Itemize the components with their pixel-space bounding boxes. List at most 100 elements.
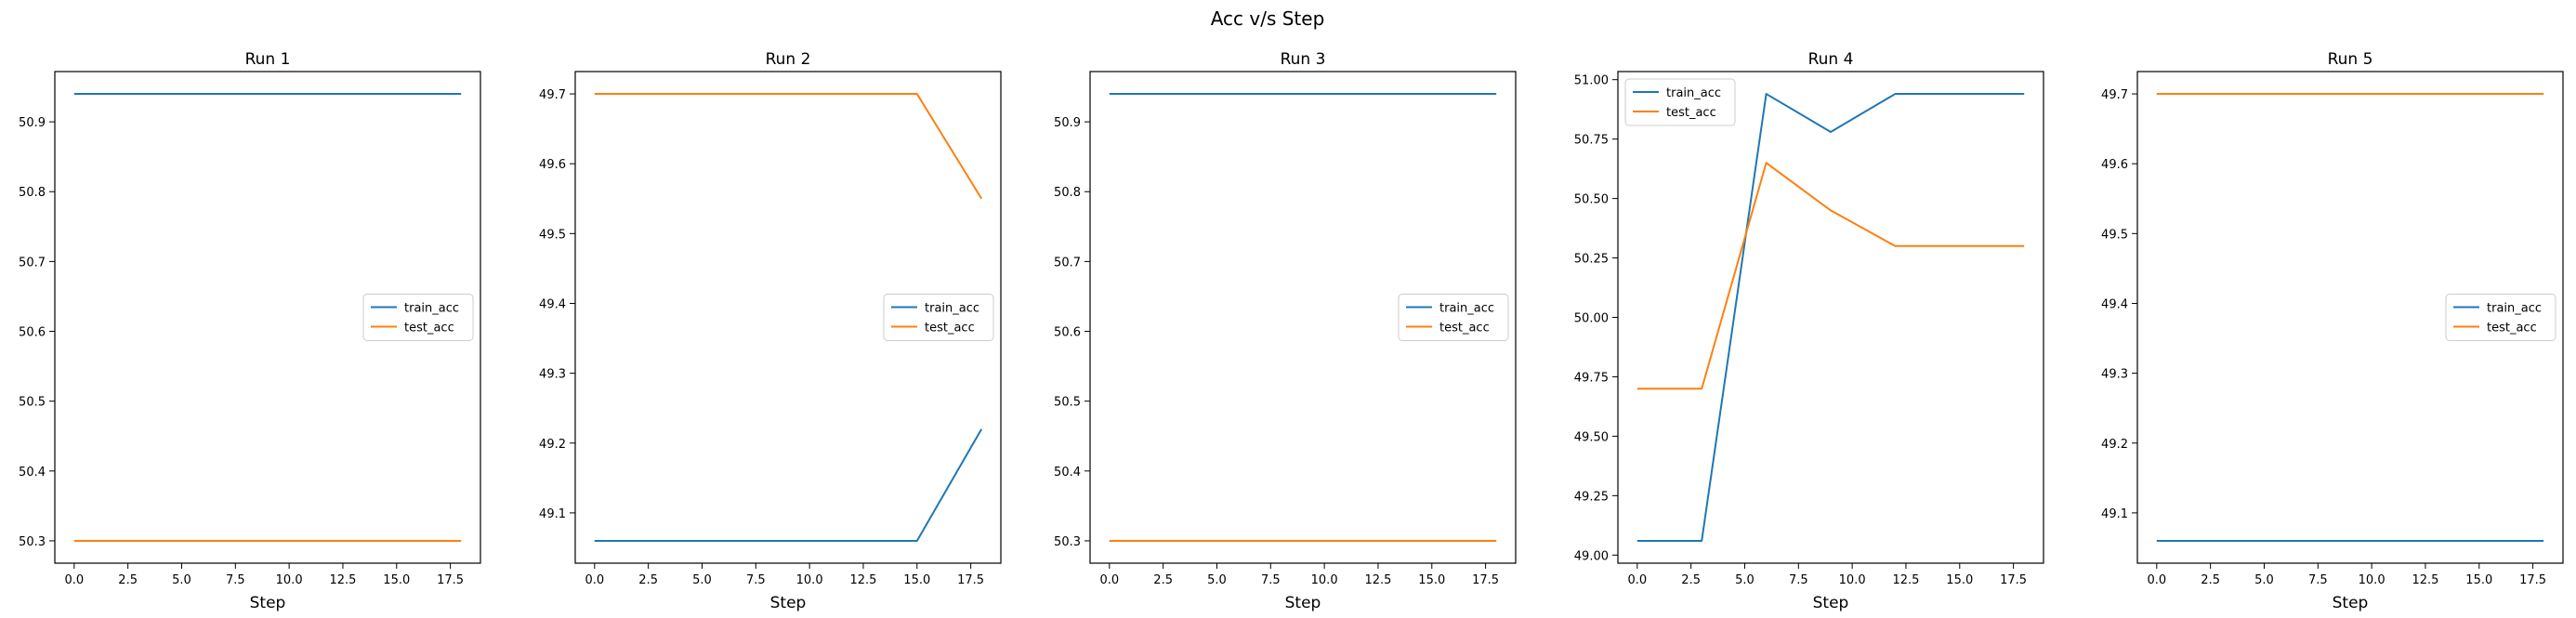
y-tick-label: 50.5 (1054, 396, 1081, 410)
y-tick-label: 49.75 (1574, 371, 1609, 385)
x-tick-label: 2.5 (2201, 573, 2220, 587)
x-tick-label: 10.0 (1311, 573, 1338, 587)
chart-panel-1: Run 1 0.0 2.5 5.0 7.5 10.0 12.5 15.0 17.5 50.3 50.… (19, 50, 481, 612)
chart-title: Run 1 (245, 50, 291, 69)
x-tick-label: 12.5 (849, 573, 876, 587)
x-tick-label: 2.5 (1681, 573, 1701, 587)
y-tick-label: 50.00 (1574, 312, 1609, 326)
y-tick-label: 50.4 (19, 466, 46, 480)
x-axis-label: Step (2333, 594, 2369, 612)
x-tick-label: 15.0 (383, 573, 410, 587)
x-tick-label: 17.5 (437, 573, 464, 587)
y-tick-label: 51.00 (1574, 74, 1609, 88)
x-tick-label: 15.0 (2465, 573, 2492, 587)
y-tick-label: 50.3 (1054, 535, 1081, 549)
legend: train_acc test_acc (1398, 294, 1509, 341)
plot-frame (1089, 71, 1517, 564)
figure-suptitle: Acc v/s Step (1211, 7, 1325, 30)
x-tick-label: 2.5 (1153, 573, 1173, 587)
legend-box (883, 294, 994, 341)
x-tick-label: 12.5 (1364, 573, 1391, 587)
legend-box (362, 294, 474, 341)
legend: train_acc test_acc (362, 294, 474, 341)
y-tick-label: 49.6 (539, 158, 566, 172)
y-tick-label: 50.7 (19, 256, 46, 270)
y-tick-label: 50.8 (19, 186, 46, 200)
x-tick-label: 10.0 (1839, 573, 1866, 587)
x-tick-label: 2.5 (118, 573, 138, 587)
x-tick-label: 17.5 (2000, 573, 2027, 587)
y-tick-label: 49.7 (539, 88, 566, 102)
y-tick-label: 49.50 (1574, 430, 1609, 444)
legend: train_acc test_acc (2445, 294, 2556, 341)
y-tick-label: 50.3 (19, 535, 46, 549)
y-tick-label: 49.1 (539, 507, 566, 521)
y-tick-label: 49.00 (1574, 549, 1609, 563)
x-tick-label: 10.0 (276, 573, 303, 587)
series-line-train_acc (594, 428, 983, 542)
chart-panel-2: Run 2 0.0 2.5 5.0 7.5 10.0 12.5 15.0 17.5 49.1 49.… (539, 50, 1002, 612)
plot-frame (574, 71, 1002, 564)
legend-box (2445, 294, 2556, 341)
y-tick-label: 50.7 (1054, 256, 1081, 270)
x-tick-label: 15.0 (1946, 573, 1973, 587)
x-tick-label: 0.0 (2147, 573, 2166, 587)
y-tick-label: 49.3 (2101, 368, 2128, 382)
y-tick-label: 50.75 (1574, 134, 1609, 148)
series-line-test_acc (594, 93, 983, 200)
y-tick-label: 49.5 (2101, 228, 2128, 242)
x-tick-label: 5.0 (2254, 573, 2274, 587)
legend-label: test_acc (2487, 322, 2537, 335)
y-tick-label: 49.2 (2101, 438, 2128, 452)
plot-frame (2136, 71, 2564, 564)
chart-panel-3: Run 3 0.0 2.5 5.0 7.5 10.0 12.5 15.0 17.5 50.3 50.… (1054, 50, 1517, 612)
legend-label: train_acc (1439, 302, 1494, 316)
x-tick-label: 5.0 (172, 573, 191, 587)
y-tick-label: 49.4 (2101, 297, 2128, 311)
legend-label: test_acc (1439, 322, 1490, 335)
chart-panel-4: Run 4 0.0 2.5 5.0 7.5 10.0 12.5 15.0 17.5 49.00 49… (1574, 50, 2044, 612)
legend: train_acc test_acc (1624, 78, 1736, 126)
x-axis-label: Step (250, 594, 286, 612)
series-line-train_acc (1636, 93, 2025, 542)
x-tick-label: 2.5 (638, 573, 658, 587)
chart-title: Run 4 (1808, 50, 1854, 69)
chart-title: Run 5 (2328, 50, 2373, 69)
x-tick-label: 10.0 (2359, 573, 2385, 587)
x-axis-label: Step (1813, 594, 1849, 612)
y-tick-label: 50.50 (1574, 193, 1609, 207)
y-tick-label: 49.2 (539, 438, 566, 452)
x-tick-label: 0.0 (1099, 573, 1119, 587)
legend-box (1398, 294, 1509, 341)
y-tick-label: 50.6 (19, 326, 46, 340)
y-tick-label: 49.3 (539, 368, 566, 382)
x-tick-label: 5.0 (692, 573, 712, 587)
x-tick-label: 15.0 (903, 573, 930, 587)
chart-title: Run 3 (1281, 50, 1326, 69)
legend-label: test_acc (1666, 106, 1716, 120)
y-tick-label: 50.6 (1054, 326, 1081, 340)
x-tick-label: 7.5 (746, 573, 766, 587)
y-tick-label: 49.4 (539, 297, 566, 311)
x-tick-label: 7.5 (226, 573, 245, 587)
plot-frame (1617, 71, 2044, 564)
x-tick-label: 12.5 (329, 573, 356, 587)
x-tick-label: 7.5 (2308, 573, 2328, 587)
x-tick-label: 7.5 (1261, 573, 1281, 587)
x-tick-label: 5.0 (1735, 573, 1755, 587)
x-tick-label: 7.5 (1789, 573, 1808, 587)
x-tick-label: 17.5 (1472, 573, 1499, 587)
y-tick-label: 49.5 (539, 228, 566, 242)
x-tick-label: 17.5 (957, 573, 984, 587)
legend-label: train_acc (404, 302, 459, 316)
x-tick-label: 12.5 (2412, 573, 2438, 587)
series-line-test_acc (1636, 162, 2025, 390)
x-tick-label: 0.0 (64, 573, 84, 587)
y-tick-label: 50.25 (1574, 253, 1609, 267)
y-tick-label: 50.8 (1054, 186, 1081, 200)
y-tick-label: 50.4 (1054, 466, 1081, 480)
legend-box (1624, 78, 1736, 126)
y-tick-label: 49.25 (1574, 490, 1609, 504)
x-tick-label: 0.0 (1627, 573, 1647, 587)
